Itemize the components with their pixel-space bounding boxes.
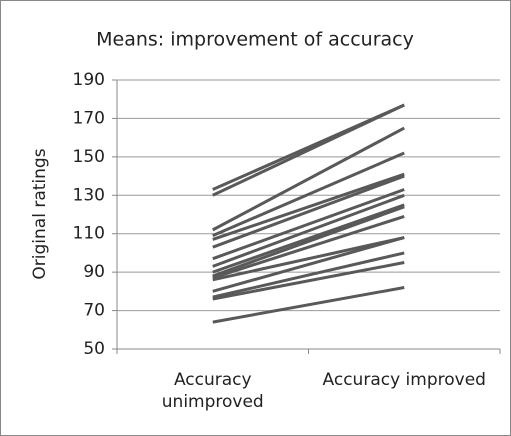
y-tick-label: 150 (73, 147, 105, 167)
series-line (212, 286, 405, 324)
y-tick-label: 190 (73, 70, 105, 90)
y-tick-label: 130 (73, 185, 105, 205)
series-line (212, 203, 405, 274)
y-tick-label: 90 (83, 262, 105, 282)
y-tick-label: 50 (83, 339, 105, 359)
series-line (212, 236, 405, 282)
series-line (212, 172, 405, 241)
series-line (212, 103, 405, 197)
chart-title: Means: improvement of accuracy (96, 29, 414, 51)
series-line (212, 126, 405, 232)
x-tick-label: Accuracy improved (322, 370, 486, 390)
series-line (212, 236, 405, 293)
y-tick-label: 110 (73, 224, 105, 244)
series-line (212, 205, 405, 278)
series-line (212, 261, 405, 301)
y-tick-label: 70 (83, 301, 105, 321)
series-line (212, 151, 405, 238)
y-tick-label: 170 (73, 108, 105, 128)
x-tick-label: Accuracy unimproved (161, 370, 264, 412)
series-line (212, 251, 405, 299)
y-axis-label: Original ratings (30, 148, 50, 279)
series-line (212, 193, 405, 268)
series-line (212, 214, 405, 280)
series-line (212, 174, 405, 249)
series-line (212, 188, 405, 261)
